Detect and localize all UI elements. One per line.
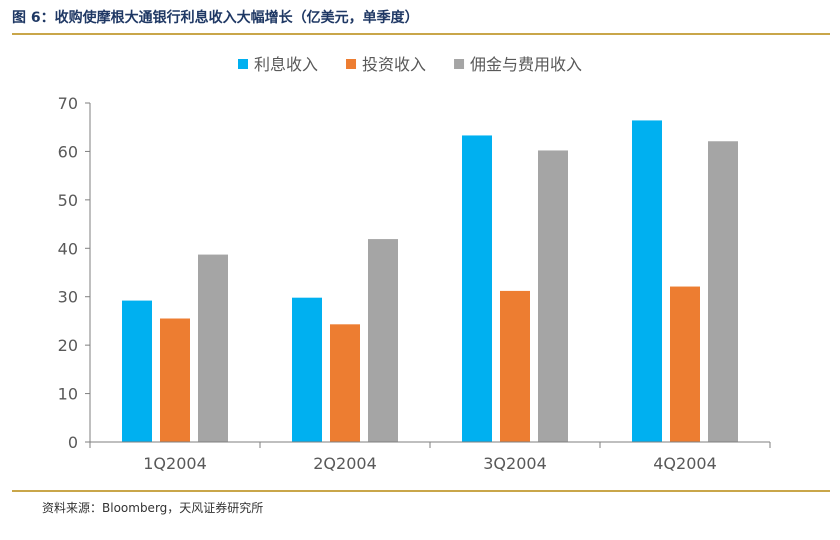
top-rule [12,33,830,35]
bars [122,120,738,442]
legend-swatch [454,59,465,69]
bar [198,254,228,442]
x-tick-label: 3Q2004 [483,454,547,473]
bar [632,120,662,442]
figure-title: 图 6：收购使摩根大通银行利息收入大幅增长（亿美元，单季度） [12,10,419,26]
bar-chart: 利息收入 投资收入 佣金与费用收入 0 10 20 30 40 50 60 70 1Q2004 2Q… [58,55,771,473]
x-axis: 1Q2004 2Q2004 3Q2004 4Q2004 [89,441,771,473]
bar [160,318,190,442]
x-tick-label: 4Q2004 [653,454,717,473]
y-tick-label: 20 [58,336,78,355]
y-tick-label: 40 [58,239,78,258]
source-note: 资料来源：Bloomberg，天风证券研究所 [42,501,264,515]
bar [538,150,568,442]
legend-label: 佣金与费用收入 [470,55,582,74]
y-axis: 0 10 20 30 40 50 60 70 [58,94,91,452]
legend-swatch [238,59,248,69]
y-tick-label: 30 [58,288,78,307]
bar [462,135,492,442]
y-tick-label: 0 [68,433,78,452]
x-tick-label: 2Q2004 [313,454,377,473]
y-tick-label: 10 [58,385,78,404]
bar [670,286,700,442]
legend: 利息收入 投资收入 佣金与费用收入 [238,55,582,74]
y-tick-label: 50 [58,191,78,210]
y-tick-label: 60 [58,142,78,161]
bar [500,290,530,442]
bar [708,141,738,442]
bar [330,324,360,442]
legend-label: 投资收入 [362,55,426,74]
legend-label: 利息收入 [254,55,318,74]
bar [368,239,398,442]
bar [122,300,152,442]
x-tick-label: 1Q2004 [143,454,207,473]
y-tick-label: 70 [58,94,78,113]
bottom-rule [12,490,830,492]
bar [292,297,322,442]
legend-swatch [346,59,357,69]
